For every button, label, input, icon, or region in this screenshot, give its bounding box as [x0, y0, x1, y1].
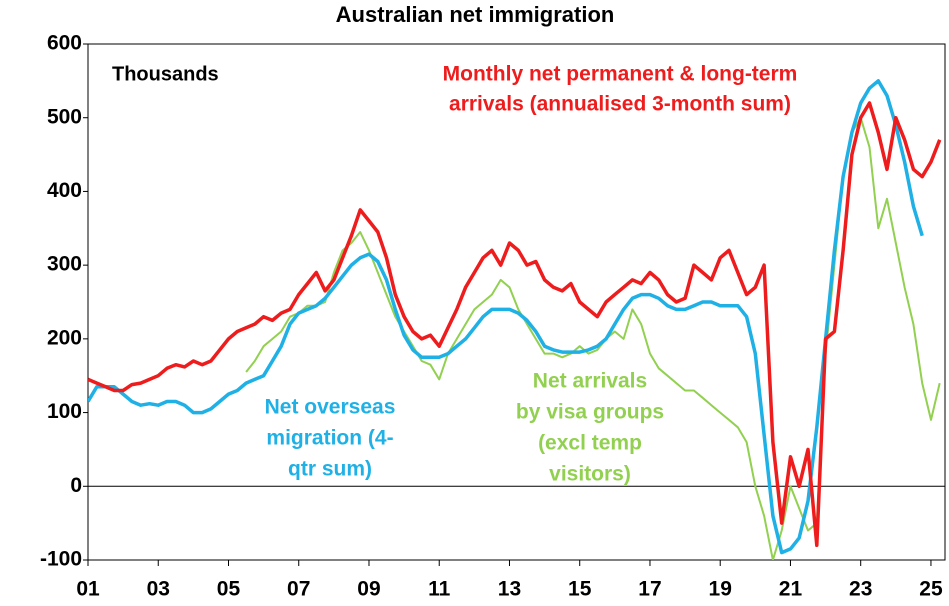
y-tick-label: 400: [47, 179, 82, 202]
y-tick-label: -100: [40, 548, 82, 571]
x-tick-label: 03: [147, 578, 170, 601]
chart-title: Australian net immigration: [336, 2, 615, 27]
plot-frame: [87, 43, 946, 561]
y-tick-label: 600: [47, 32, 82, 55]
annotation: qtr sum): [288, 458, 372, 481]
y-axis-label: Thousands: [112, 63, 219, 85]
series-line: [88, 101, 942, 548]
y-tick-label: 300: [47, 253, 82, 276]
x-tick-label: 01: [76, 578, 100, 601]
series-line: [245, 116, 941, 560]
y-tick-label: 200: [47, 326, 82, 349]
y-tick-label: 100: [47, 400, 82, 423]
plot-area: [88, 79, 942, 560]
x-tick-label: 13: [498, 578, 521, 601]
annotation: (excl temp: [538, 432, 642, 455]
annotation: arrivals (annualised 3-month sum): [449, 93, 791, 116]
annotation: migration (4-: [266, 427, 393, 450]
x-tick-label: 25: [919, 578, 943, 601]
x-tick-label: 17: [638, 578, 661, 601]
y-tick-label: 0: [70, 474, 82, 497]
x-tick-label: 11: [428, 578, 451, 601]
annotation: Net arrivals: [533, 370, 647, 393]
series-line: [88, 79, 924, 555]
x-tick-label: 07: [287, 578, 310, 601]
x-tick-label: 23: [849, 578, 872, 601]
annotation: by visa groups: [516, 401, 664, 424]
annotation: Monthly net permanent & long-term: [443, 63, 798, 86]
y-tick-label: 500: [47, 105, 82, 128]
annotation: visitors): [549, 463, 631, 486]
x-tick-label: 15: [568, 578, 592, 601]
x-tick-label: 09: [357, 578, 380, 601]
x-tick-label: 05: [217, 578, 241, 601]
x-tick-label: 19: [709, 578, 732, 601]
annotation: Net overseas: [265, 396, 396, 419]
x-tick-label: 21: [779, 578, 803, 601]
